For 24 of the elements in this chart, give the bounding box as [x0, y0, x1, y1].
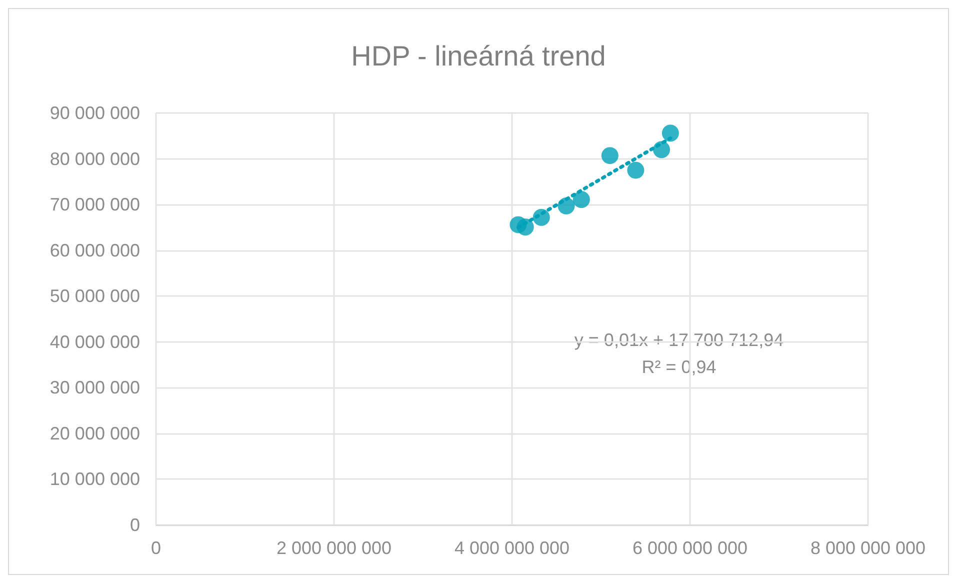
x-tick-label: 2 000 000 000 — [276, 538, 392, 558]
x-tick-label: 6 000 000 000 — [632, 538, 748, 558]
x-tick-label: 4 000 000 000 — [454, 538, 570, 558]
chart-title: HDP - lineárná trend — [351, 40, 606, 72]
y-tick-label: 40 000 000 — [50, 332, 140, 352]
y-tick-label: 0 — [130, 515, 140, 535]
point — [572, 191, 590, 208]
y-tick-label: 60 000 000 — [50, 240, 140, 260]
y-tick-label: 10 000 000 — [50, 469, 140, 490]
y-tick-label: 80 000 000 — [50, 148, 140, 169]
y-tick-label: 20 000 000 — [50, 423, 140, 444]
y-tick-label: 30 000 000 — [50, 378, 140, 398]
point — [662, 124, 679, 142]
point — [601, 147, 618, 164]
x-tick-label: 0 — [150, 538, 162, 558]
point — [558, 197, 575, 214]
x-tick-label: 8 000 000 000 — [810, 538, 926, 558]
point — [653, 141, 670, 158]
point — [627, 162, 644, 179]
y-tick-label: 50 000 000 — [50, 286, 140, 306]
point — [532, 208, 550, 226]
y-tick-label: 90 000 000 — [50, 103, 140, 123]
point — [516, 218, 534, 236]
y-tick-label: 70 000 000 — [50, 194, 140, 215]
